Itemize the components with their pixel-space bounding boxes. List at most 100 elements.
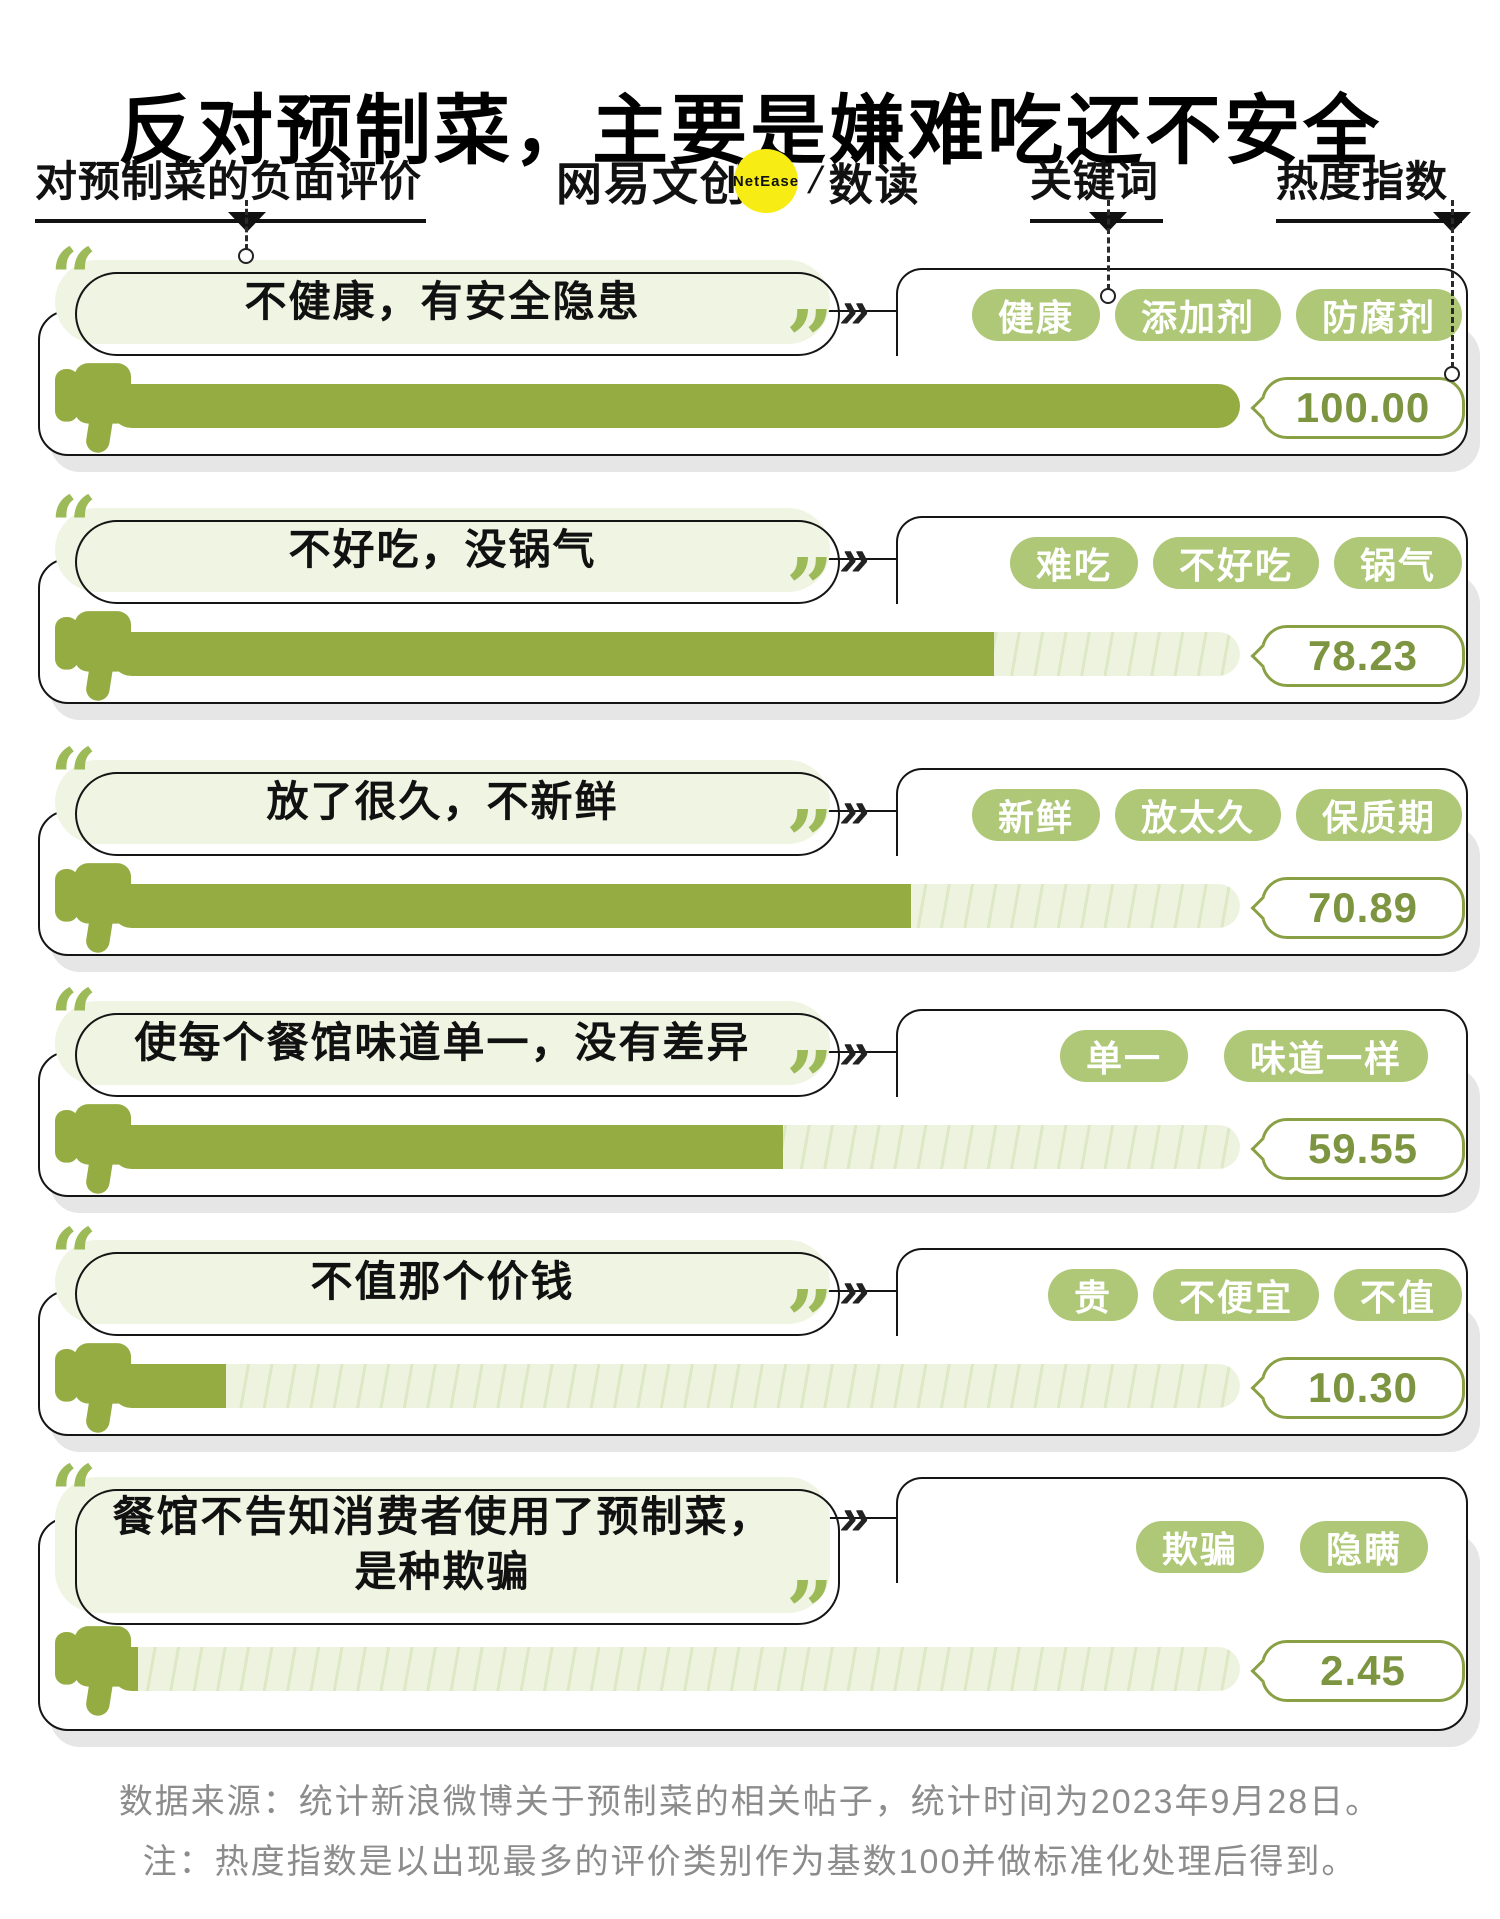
keyword-pill: 健康	[971, 289, 1100, 341]
keyword-pill: 防腐剂	[1295, 289, 1462, 341]
quote-text: 不健康，有安全隐患	[244, 277, 641, 325]
keyword-pill: 不值	[1333, 1269, 1462, 1321]
dashed-connector	[1451, 200, 1454, 368]
connector-dot	[1444, 366, 1460, 382]
rating-row-4: 单一 味道一样 使每个餐馆味道单一，没有差异 “ ” » 59.55	[38, 979, 1468, 1197]
logo-separator: /	[804, 159, 826, 202]
quote-bubble: 放了很久，不新鲜	[55, 760, 840, 856]
rating-row-6: 欺骗 隐瞒 餐馆不告知消费者使用了预制菜， 是种欺骗 “ ” » 2.45	[38, 1455, 1468, 1731]
double-chevron-icon: »	[840, 1261, 869, 1319]
open-quote-icon: “	[50, 231, 98, 327]
logo-brand-text: 网易文创	[556, 158, 748, 210]
netease-logo: 网易文创 NetEase / 数读	[556, 148, 921, 214]
heat-bar-fill	[110, 884, 912, 928]
thumbs-down-icon	[55, 1104, 132, 1194]
keywords-list: 欺骗 隐瞒	[1135, 1521, 1428, 1573]
heat-bar: 78.23	[55, 611, 1465, 701]
keyword-pill: 不好吃	[1152, 537, 1319, 589]
double-chevron-icon: »	[840, 529, 869, 587]
keywords-list: 贵 不便宜 不值	[1047, 1269, 1462, 1321]
open-quote-icon: “	[50, 731, 98, 827]
keyword-pill: 放太久	[1114, 789, 1281, 841]
keywords-list: 单一 味道一样	[1059, 1030, 1428, 1082]
quote-bubble: 不好吃，没锅气	[55, 508, 840, 604]
keyword-pill: 难吃	[1009, 537, 1138, 589]
methodology-note: 注：热度指数是以出现最多的评价类别作为基数100并做标准化处理后得到。	[142, 1843, 1358, 1881]
heat-score-bubble: 100.00	[1261, 377, 1465, 439]
heat-score-value: 78.23	[1307, 632, 1419, 679]
close-quote-icon: ”	[786, 541, 834, 637]
quote-bubble: 不值那个价钱	[55, 1240, 840, 1336]
rating-row-5: 贵 不便宜 不值 不值那个价钱 “ ” » 10.30	[38, 1218, 1468, 1436]
keyword-pill: 味道一样	[1223, 1030, 1428, 1082]
open-quote-icon: “	[50, 1448, 98, 1544]
heat-bar: 59.55	[55, 1104, 1465, 1194]
keywords-list: 新鲜 放太久 保质期	[971, 789, 1462, 841]
quote-text: 不值那个价钱	[310, 1257, 575, 1305]
keyword-pill: 隐瞒	[1299, 1521, 1428, 1573]
keywords-list: 难吃 不好吃 锅气	[1009, 537, 1462, 589]
double-chevron-icon: »	[840, 1488, 869, 1546]
heat-bar-track	[110, 1125, 1240, 1169]
thumbs-down-icon	[55, 1626, 132, 1716]
heat-score-bubble: 70.89	[1261, 877, 1465, 939]
keywords-list: 健康 添加剂 防腐剂	[971, 289, 1462, 341]
netease-text: NetEase	[732, 172, 800, 190]
keyword-pill: 添加剂	[1114, 289, 1281, 341]
heat-bar: 70.89	[55, 863, 1465, 953]
double-chevron-icon: »	[840, 781, 869, 839]
heat-bar-track	[110, 884, 1240, 928]
thumbs-down-icon	[55, 611, 132, 701]
heat-score-value: 2.45	[1320, 1647, 1406, 1694]
heat-bar-track	[110, 632, 1240, 676]
heat-score-value: 70.89	[1307, 884, 1419, 931]
rating-row-2: 难吃 不好吃 锅气 不好吃，没锅气 “ ” » 78.23	[38, 486, 1468, 704]
thumbs-down-icon	[55, 1343, 132, 1433]
rating-row-1: 健康 添加剂 防腐剂 不健康，有安全隐患 “ ” » 100.00	[38, 238, 1468, 456]
connector-dot	[1100, 288, 1116, 304]
quote-bubble: 使每个餐馆味道单一，没有差异	[55, 1001, 840, 1097]
quote-text-line2: 是种欺骗	[354, 1548, 531, 1595]
keyword-pill: 贵	[1047, 1269, 1138, 1321]
netease-yellow-circle-icon: NetEase	[732, 149, 800, 213]
thumbs-down-icon	[55, 363, 132, 453]
open-quote-icon: “	[50, 479, 98, 575]
dashed-connector	[245, 200, 248, 250]
close-quote-icon: ”	[786, 1564, 834, 1660]
close-quote-icon: ”	[786, 1034, 834, 1130]
quote-bubble: 不健康，有安全隐患	[55, 260, 840, 356]
keyword-pill: 新鲜	[971, 789, 1100, 841]
quote-text: 放了很久，不新鲜	[266, 777, 619, 825]
double-chevron-icon: »	[840, 1022, 869, 1080]
data-source-note: 数据来源：统计新浪微博关于预制菜的相关帖子，统计时间为2023年9月28日。	[118, 1783, 1382, 1821]
heat-bar-fill	[110, 632, 994, 676]
keyword-pill: 单一	[1059, 1030, 1188, 1082]
quote-text: 使每个餐馆味道单一，没有差异	[134, 1018, 751, 1066]
thumbs-down-icon	[55, 863, 132, 953]
heat-bar-fill	[110, 384, 1240, 428]
heat-score-bubble: 10.30	[1261, 1357, 1465, 1419]
close-quote-icon: ”	[786, 793, 834, 889]
heat-bar-track	[110, 1647, 1240, 1691]
connector-dot	[238, 248, 254, 264]
keyword-pill: 不便宜	[1152, 1269, 1319, 1321]
open-quote-icon: “	[50, 972, 98, 1068]
logo-product-text: 数读	[828, 161, 921, 210]
heat-bar-fill	[110, 1125, 783, 1169]
quote-text: 餐馆不告知消费者使用了预制菜，	[112, 1493, 773, 1541]
open-quote-icon: “	[50, 1211, 98, 1307]
close-quote-icon: ”	[786, 1273, 834, 1369]
heat-score-value: 59.55	[1307, 1125, 1419, 1172]
heat-score-value: 100.00	[1295, 384, 1431, 431]
rating-row-3: 新鲜 放太久 保质期 放了很久，不新鲜 “ ” » 70.89	[38, 738, 1468, 956]
heat-bar-track	[110, 1364, 1240, 1408]
heat-bar: 2.45	[55, 1626, 1465, 1716]
quote-bubble: 餐馆不告知消费者使用了预制菜， 是种欺骗	[55, 1477, 840, 1625]
double-chevron-icon: »	[840, 281, 869, 339]
keyword-pill: 保质期	[1295, 789, 1462, 841]
heat-bar: 10.30	[55, 1343, 1465, 1433]
quote-text: 不好吃，没锅气	[288, 525, 597, 573]
heat-score-bubble: 2.45	[1261, 1640, 1465, 1702]
heat-score-value: 10.30	[1307, 1364, 1419, 1411]
